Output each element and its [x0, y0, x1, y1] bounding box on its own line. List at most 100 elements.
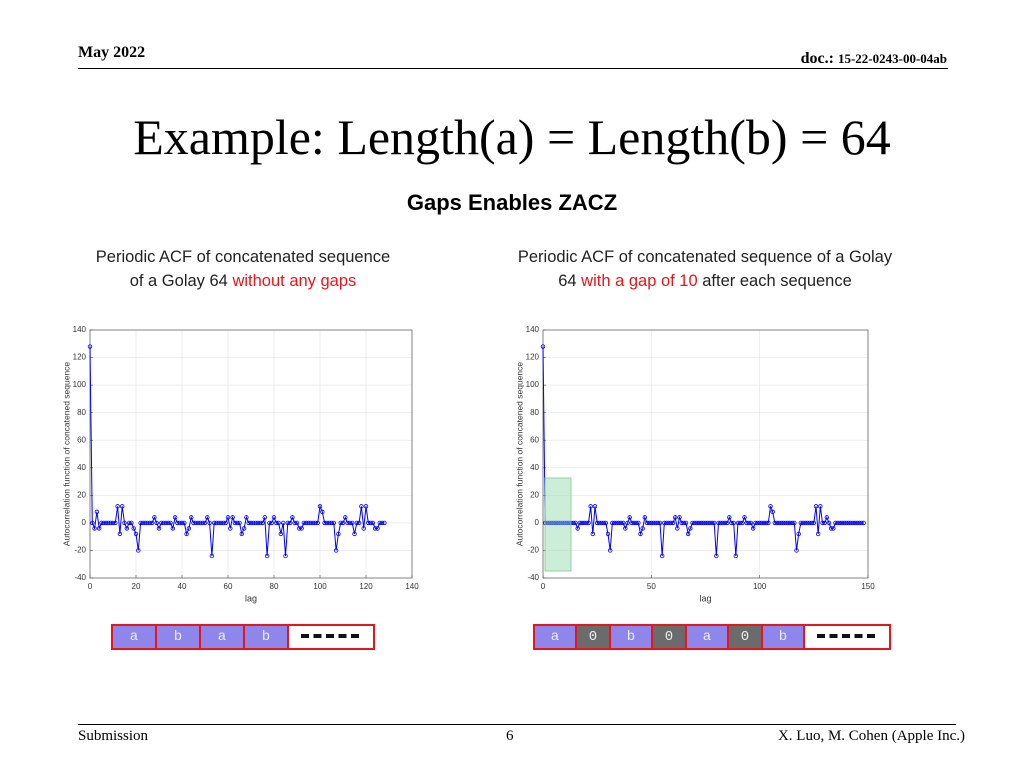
point: [156, 526, 162, 531]
point: [269, 520, 274, 526]
point: [857, 520, 862, 526]
point: [623, 526, 628, 531]
point: [366, 520, 371, 526]
subtitle: Gaps Enables ZACZ: [406, 190, 618, 215]
point: [327, 520, 332, 526]
sequence-cell: b: [157, 626, 201, 648]
point: [129, 520, 134, 526]
y-tick-label: -40: [74, 573, 86, 582]
header-rule: [78, 68, 948, 69]
point: [140, 520, 146, 526]
point: [92, 526, 97, 531]
point: [234, 520, 240, 526]
point: [809, 520, 814, 526]
point: [848, 520, 853, 526]
point: [818, 504, 823, 509]
point: [126, 520, 132, 526]
y-tick-label: 80: [77, 408, 86, 417]
point: [96, 526, 102, 531]
point: [113, 520, 118, 526]
point: [184, 531, 189, 537]
point: [145, 520, 150, 526]
gap-highlight: [544, 477, 572, 572]
point: [373, 526, 378, 531]
point: [338, 520, 343, 526]
point: [87, 344, 93, 349]
point: [605, 531, 611, 537]
y-tick-label: 120: [73, 353, 87, 362]
point: [846, 520, 851, 526]
caption-highlight: without any gaps: [232, 272, 357, 290]
point: [683, 520, 689, 526]
point: [193, 520, 198, 526]
caption-text: after each sequence: [702, 272, 852, 290]
point: [722, 520, 728, 526]
point: [759, 520, 765, 526]
point: [670, 520, 676, 526]
point: [168, 520, 173, 526]
point: [191, 520, 196, 526]
point: [347, 520, 353, 526]
point: [551, 520, 557, 526]
point: [677, 515, 682, 520]
point: [828, 526, 834, 531]
point: [264, 553, 270, 559]
point: [124, 526, 129, 531]
series-line: [89, 346, 385, 556]
point: [802, 520, 808, 526]
x-axis-label: lag: [699, 593, 711, 603]
point: [119, 504, 125, 509]
point: [225, 515, 231, 520]
x-tick-label: 60: [224, 582, 233, 591]
point: [301, 520, 307, 526]
plot-area: [543, 330, 868, 578]
point: [688, 526, 693, 531]
x-tick-label: 100: [753, 582, 767, 591]
point: [672, 515, 678, 520]
point: [746, 520, 752, 526]
point: [209, 553, 215, 559]
sequence-cell: b: [763, 626, 805, 648]
y-tick-label: 60: [530, 435, 539, 444]
point: [772, 520, 778, 526]
point: [781, 520, 786, 526]
point: [826, 520, 832, 526]
point: [638, 531, 643, 537]
point: [833, 520, 838, 526]
point: [274, 520, 279, 526]
point: [149, 520, 155, 526]
point: [703, 520, 708, 526]
point: [770, 509, 775, 515]
point: [131, 526, 136, 531]
x-tick-label: 120: [359, 582, 373, 591]
point: [655, 520, 661, 526]
point: [592, 504, 598, 509]
plot-frame: [542, 329, 869, 579]
point: [685, 531, 691, 537]
point: [820, 520, 825, 526]
point: [768, 504, 773, 509]
caption: Periodic ACF of concatenated sequence of …: [23, 245, 463, 293]
point: [101, 520, 106, 526]
point: [549, 520, 554, 526]
y-tick-label: 140: [73, 325, 87, 334]
point: [729, 520, 734, 526]
point: [854, 520, 860, 526]
y-axis-label: Autocorrelation function of concatened s…: [61, 362, 71, 547]
point: [232, 520, 238, 526]
y-tick-label: -20: [527, 546, 539, 555]
point: [785, 520, 791, 526]
point: [320, 509, 325, 515]
point: [679, 520, 684, 526]
point: [262, 515, 267, 520]
y-tick-label: -20: [74, 546, 86, 555]
point: [711, 520, 717, 526]
caption-highlight: with a gap of 10: [581, 272, 698, 290]
point: [813, 504, 819, 509]
point: [340, 520, 346, 526]
point: [599, 520, 604, 526]
point: [260, 520, 265, 526]
point: [575, 526, 580, 531]
sequence-cell: 0: [653, 626, 687, 648]
point: [313, 520, 318, 526]
